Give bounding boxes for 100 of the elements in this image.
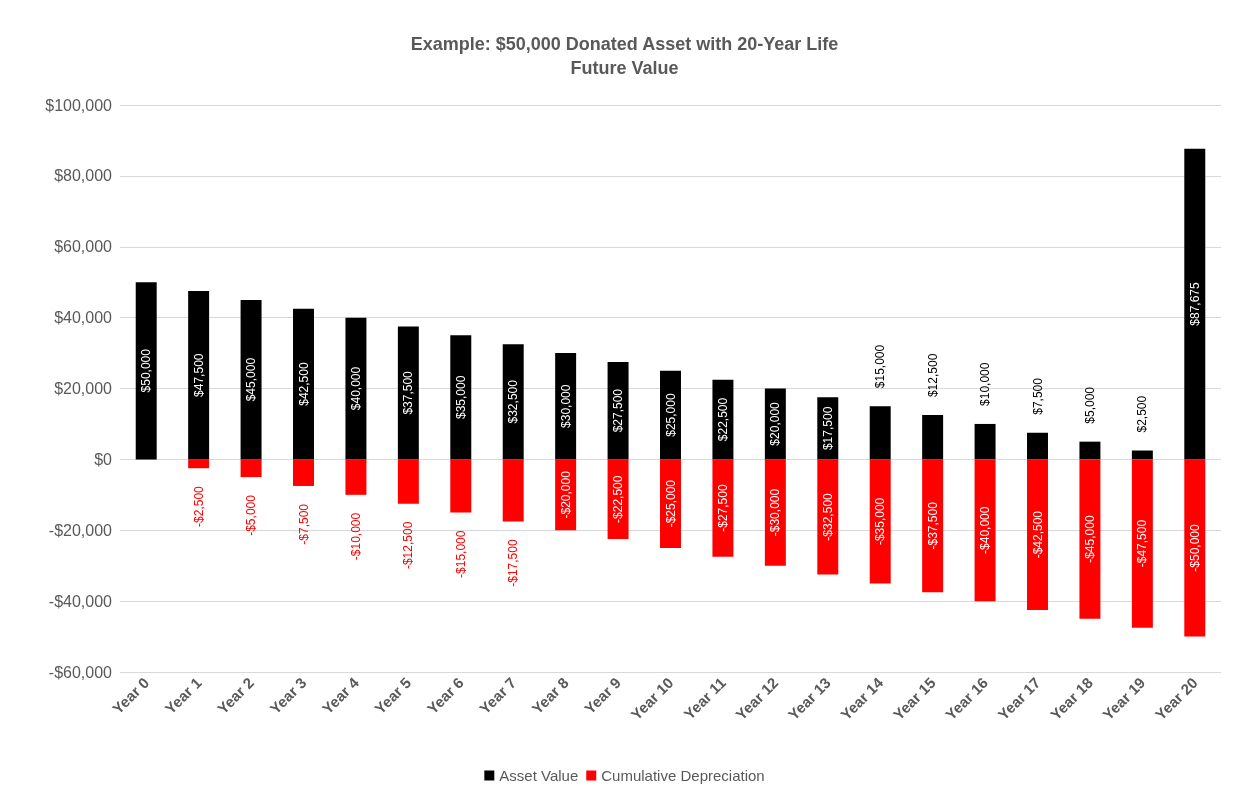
x-tick-label: Year 12 bbox=[732, 673, 782, 724]
bar bbox=[1131, 450, 1153, 460]
data-label: -$40,000 bbox=[978, 506, 993, 554]
bar bbox=[974, 459, 996, 602]
y-tick-label: $20,000 bbox=[54, 380, 113, 397]
bar bbox=[135, 282, 157, 460]
bar bbox=[450, 459, 472, 513]
x-tick-label: Year 15 bbox=[889, 673, 939, 724]
chart-title: Example: $50,000 Donated Asset with 20-Year Life bbox=[410, 34, 839, 54]
data-label: $10,000 bbox=[978, 362, 993, 406]
data-label: -$7,500 bbox=[296, 503, 311, 545]
bar bbox=[240, 459, 262, 478]
x-tick-label: Year 14 bbox=[837, 673, 887, 724]
data-label: -$37,500 bbox=[925, 501, 940, 550]
bar bbox=[922, 415, 944, 460]
data-label: $2,500 bbox=[1135, 395, 1150, 433]
bar bbox=[1027, 432, 1048, 460]
x-tick-label: Year 10 bbox=[627, 673, 677, 724]
legend-label: Cumulative Depreciation bbox=[601, 767, 765, 784]
bar bbox=[1027, 459, 1048, 610]
data-label: -$42,500 bbox=[1030, 510, 1045, 559]
bar bbox=[345, 317, 367, 460]
bar bbox=[1079, 459, 1101, 619]
data-label: -$10,000 bbox=[348, 512, 363, 561]
data-label: $50,000 bbox=[139, 348, 154, 393]
data-label: -$20,000 bbox=[558, 470, 573, 519]
bar bbox=[974, 423, 996, 460]
bar bbox=[240, 299, 262, 460]
data-label: $32,500 bbox=[506, 379, 521, 424]
x-tick-label: Year 18 bbox=[1046, 673, 1096, 724]
x-tick-label: Year 7 bbox=[475, 673, 520, 718]
data-label: $15,000 bbox=[873, 344, 888, 389]
bar bbox=[293, 308, 314, 460]
data-label: $45,000 bbox=[244, 357, 259, 402]
data-label: -$22,500 bbox=[611, 475, 626, 523]
data-label: -$35,000 bbox=[873, 497, 888, 546]
y-tick-label: -$60,000 bbox=[48, 663, 113, 681]
data-label: -$2,500 bbox=[191, 485, 206, 527]
bar bbox=[188, 459, 210, 469]
bar bbox=[1184, 459, 1206, 637]
bar bbox=[1184, 148, 1206, 460]
data-label: -$45,000 bbox=[1082, 515, 1097, 563]
data-label: -$30,000 bbox=[768, 488, 783, 537]
bar bbox=[502, 459, 524, 522]
data-label: $35,000 bbox=[453, 375, 468, 420]
x-tick-label: Year 19 bbox=[1099, 673, 1149, 724]
bar bbox=[1131, 459, 1153, 628]
data-label: -$50,000 bbox=[1187, 523, 1202, 572]
data-label: -$27,500 bbox=[715, 484, 730, 532]
x-tick-label: Year 1 bbox=[161, 673, 205, 718]
data-label: $37,500 bbox=[401, 370, 416, 415]
data-label: $42,500 bbox=[296, 362, 311, 406]
data-label: $5,000 bbox=[1082, 386, 1097, 424]
data-label: -$47,500 bbox=[1135, 519, 1150, 568]
bar bbox=[397, 459, 419, 504]
data-label: -$12,500 bbox=[401, 521, 416, 570]
x-tick-label: Year 13 bbox=[784, 673, 834, 724]
bar bbox=[869, 459, 891, 584]
x-tick-label: Year 5 bbox=[371, 673, 415, 718]
x-tick-label: Year 20 bbox=[1151, 673, 1201, 724]
data-label: -$17,500 bbox=[506, 539, 521, 587]
bar bbox=[345, 459, 367, 495]
bar bbox=[922, 459, 944, 593]
x-tick-label: Year 8 bbox=[528, 673, 572, 718]
x-tick-label: Year 9 bbox=[580, 673, 625, 718]
data-label: $22,500 bbox=[715, 397, 730, 442]
y-tick-label: $60,000 bbox=[54, 238, 113, 256]
data-label: $7,500 bbox=[1030, 377, 1045, 415]
y-tick-label: $80,000 bbox=[54, 167, 113, 185]
y-tick-label: -$20,000 bbox=[48, 521, 113, 539]
y-tick-label: $0 bbox=[94, 450, 113, 468]
legend-label: Asset Value bbox=[499, 767, 579, 784]
data-label: $87,675 bbox=[1187, 282, 1202, 326]
bar bbox=[817, 459, 839, 575]
data-label: $20,000 bbox=[768, 401, 783, 446]
y-tick-label: $100,000 bbox=[45, 96, 113, 114]
data-label: $17,500 bbox=[820, 406, 835, 451]
data-label: -$32,500 bbox=[820, 492, 835, 541]
x-tick-label: Year 6 bbox=[423, 673, 467, 718]
chart-subtitle: Future Value bbox=[570, 58, 679, 78]
bar bbox=[869, 406, 891, 460]
x-tick-label: Year 16 bbox=[941, 673, 992, 724]
data-label: -$25,000 bbox=[663, 479, 678, 528]
bar bbox=[1079, 441, 1101, 460]
data-label: -$15,000 bbox=[453, 530, 468, 578]
x-tick-label: Year 17 bbox=[994, 673, 1044, 724]
data-label: $30,000 bbox=[558, 384, 573, 428]
x-tick-label: Year 4 bbox=[318, 673, 363, 718]
data-label: $47,500 bbox=[191, 353, 206, 397]
data-label: $40,000 bbox=[348, 366, 363, 411]
bar bbox=[397, 326, 419, 460]
x-tick-label: Year 11 bbox=[680, 673, 729, 723]
bar bbox=[188, 291, 210, 460]
data-label: $12,500 bbox=[925, 353, 940, 398]
data-label: -$5,000 bbox=[244, 494, 259, 536]
data-label: $27,500 bbox=[611, 388, 626, 433]
bar bbox=[450, 335, 472, 460]
y-tick-label: $40,000 bbox=[54, 309, 113, 327]
x-tick-label: Year 2 bbox=[213, 673, 258, 718]
y-tick-label: -$40,000 bbox=[48, 592, 113, 610]
